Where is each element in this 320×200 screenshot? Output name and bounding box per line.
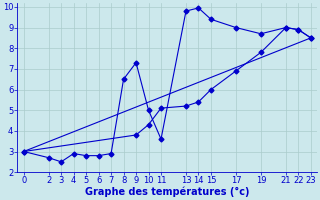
X-axis label: Graphe des températures (°c): Graphe des températures (°c) [85,187,250,197]
